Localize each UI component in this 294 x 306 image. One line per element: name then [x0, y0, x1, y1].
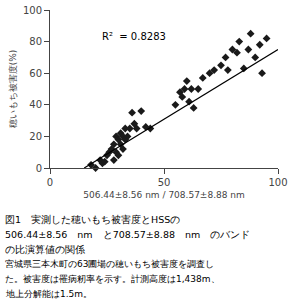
svg-text:100: 100: [268, 177, 287, 188]
svg-text:100: 100: [23, 5, 42, 16]
svg-text:506.44±8.56 nm / 708.57±8.88 n: 506.44±8.56 nm / 708.57±8.88 nm: [83, 190, 245, 200]
svg-text:図1 実測した穂いもち被害度とHSSの: 図1 実測した穂いもち被害度とHSSの: [5, 214, 180, 225]
svg-text:の比演算値の関係: の比演算値の関係: [5, 244, 85, 255]
svg-text:地上分解能は1.5m。: 地上分解能は1.5m。: [5, 289, 92, 299]
svg-text:穂いもち被害度(%): 穂いもち被害度(%): [8, 50, 18, 129]
svg-text:20: 20: [29, 131, 42, 142]
svg-text:80: 80: [29, 36, 42, 47]
svg-text:506.44±8.56 nm と708.57±8.88 nm: 506.44±8.56 nm と708.57±8.88 nm のバンド: [5, 229, 250, 240]
svg-text:50: 50: [158, 177, 171, 188]
svg-text:R² = 0.8283: R² = 0.8283: [102, 31, 166, 42]
svg-text:0: 0: [47, 177, 53, 188]
svg-text:60: 60: [29, 68, 42, 79]
svg-text:宮城県三本木町の63圃場の穂いもち被害度を調査し: 宮城県三本木町の63圃場の穂いもち被害度を調査し: [5, 259, 214, 269]
svg-text:0: 0: [36, 163, 42, 174]
svg-text:た。被害度は罹病籾率を示す。計測高度は1,438m、: た。被害度は罹病籾率を示す。計測高度は1,438m、: [5, 274, 220, 284]
svg-text:40: 40: [29, 99, 42, 110]
